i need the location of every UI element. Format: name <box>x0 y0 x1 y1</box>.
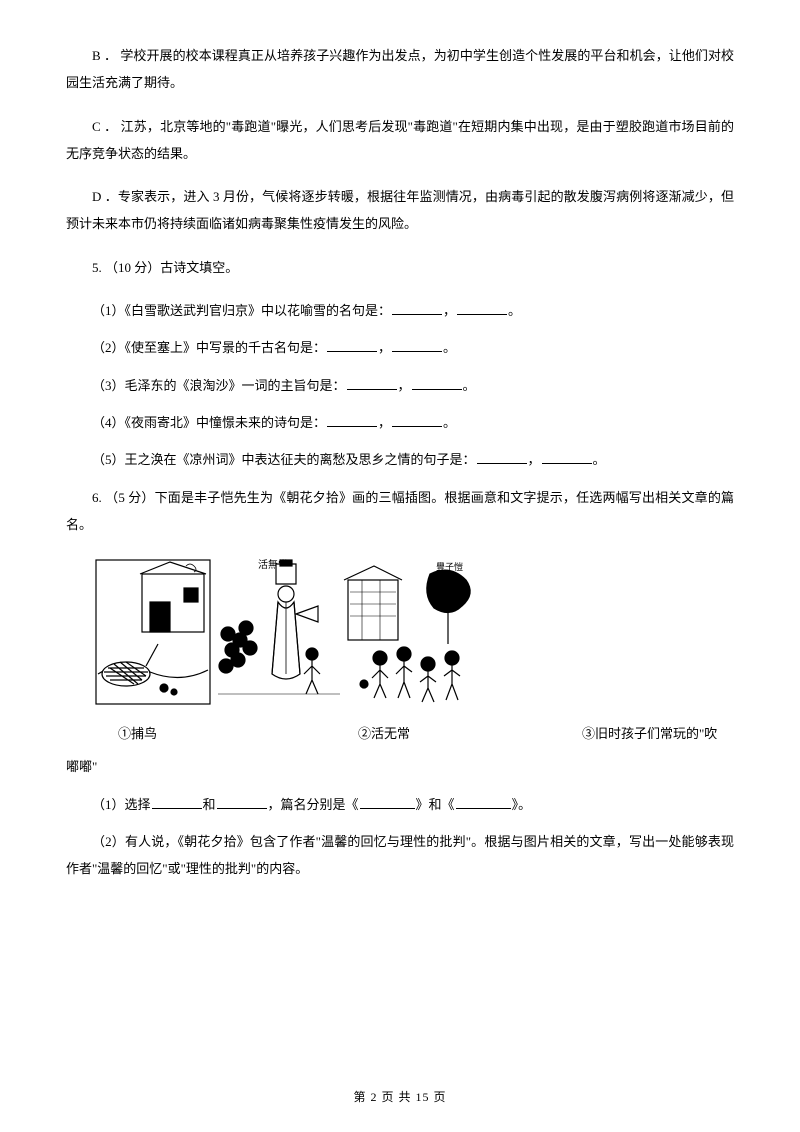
period: 。 <box>508 303 521 318</box>
blank[interactable] <box>217 796 267 809</box>
caption-2: ②活无常 <box>332 720 582 747</box>
period: 。 <box>463 378 476 393</box>
blank[interactable] <box>392 414 442 427</box>
q6-sub1-a: （1）选择 <box>92 797 151 812</box>
q5-item-2: （2）《使至塞上》中写景的千古名句是： ， 。 <box>66 334 734 361</box>
q6-sub1-d: 》和《 <box>416 797 455 812</box>
caption-3b: 嘟嘟" <box>66 753 734 780</box>
blank[interactable] <box>360 796 415 809</box>
q5-4-text: （4）《夜雨寄北》中憧憬未来的诗句是： <box>92 415 326 430</box>
q5-stem: 5. （10 分）古诗文填空。 <box>66 254 734 281</box>
q6-sub1-b: 和 <box>203 797 216 812</box>
q6-sub1: （1）选择 和 ，篇名分别是《 》和《 》。 <box>66 791 734 818</box>
blank[interactable] <box>457 302 507 315</box>
option-d: D ．专家表示，进入 3 月份，气候将逐步转暖，根据往年监测情况，由病毒引起的散… <box>66 183 734 238</box>
sep: ， <box>443 303 456 318</box>
period: 。 <box>593 452 606 467</box>
q5-item-1: （1）《白雪歌送武判官归京》中以花喻雪的名句是： ， 。 <box>66 297 734 324</box>
q5-3-text: （3）毛泽东的《浪淘沙》一词的主旨句是： <box>92 378 346 393</box>
blank[interactable] <box>392 302 442 315</box>
svg-text:豐子愷: 豐子愷 <box>436 561 463 572</box>
q5-1-text: （1）《白雪歌送武判官归京》中以花喻雪的名句是： <box>92 303 391 318</box>
option-b: B ． 学校开展的校本课程真正从培养孩子兴趣作为出发点，为初中学生创造个性发展的… <box>66 42 734 97</box>
blank[interactable] <box>152 796 202 809</box>
sep: ， <box>398 378 411 393</box>
sep: ， <box>528 452 541 467</box>
q6-sub1-c: ，篇名分别是《 <box>268 797 359 812</box>
blank[interactable] <box>542 451 592 464</box>
q5-item-4: （4）《夜雨寄北》中憧憬未来的诗句是： ， 。 <box>66 409 734 436</box>
illustration-image: 活無常 <box>90 554 480 710</box>
blank[interactable] <box>347 377 397 390</box>
q5-5-text: （5）王之涣在《凉州词》中表达征夫的离愁及思乡之情的句子是： <box>92 452 476 467</box>
blank[interactable] <box>392 339 442 352</box>
q5-2-text: （2）《使至塞上》中写景的千古名句是： <box>92 340 326 355</box>
q6-sub1-e: 》。 <box>512 797 532 812</box>
sep: ， <box>378 340 391 355</box>
period: 。 <box>443 415 456 430</box>
blank[interactable] <box>412 377 462 390</box>
blank[interactable] <box>456 796 511 809</box>
q5-item-3: （3）毛泽东的《浪淘沙》一词的主旨句是： ， 。 <box>66 372 734 399</box>
q6-stem: 6. （5 分）下面是丰子恺先生为《朝花夕拾》画的三幅插图。根据画意和文字提示，… <box>66 484 734 539</box>
caption-3: ③旧时孩子们常玩的"吹 <box>582 726 717 741</box>
caption-1: ①捕鸟 <box>92 720 332 747</box>
page-footer: 第 2 页 共 15 页 <box>0 1085 800 1110</box>
blank[interactable] <box>477 451 527 464</box>
q5-item-5: （5）王之涣在《凉州词》中表达征夫的离愁及思乡之情的句子是： ， 。 <box>66 446 734 473</box>
blank[interactable] <box>327 339 377 352</box>
period: 。 <box>443 340 456 355</box>
blank[interactable] <box>327 414 377 427</box>
option-c: C ． 江苏，北京等地的"毒跑道"曝光，人们思考后发现"毒跑道"在短期内集中出现… <box>66 113 734 168</box>
captions-row: ①捕鸟②活无常③旧时孩子们常玩的"吹 嘟嘟" <box>66 720 734 781</box>
sep: ， <box>378 415 391 430</box>
illustration-row: 活無常 <box>90 554 734 710</box>
q6-sub2: （2）有人说，《朝花夕拾》包含了作者"温馨的回忆与理性的批判"。根据与图片相关的… <box>66 828 734 883</box>
